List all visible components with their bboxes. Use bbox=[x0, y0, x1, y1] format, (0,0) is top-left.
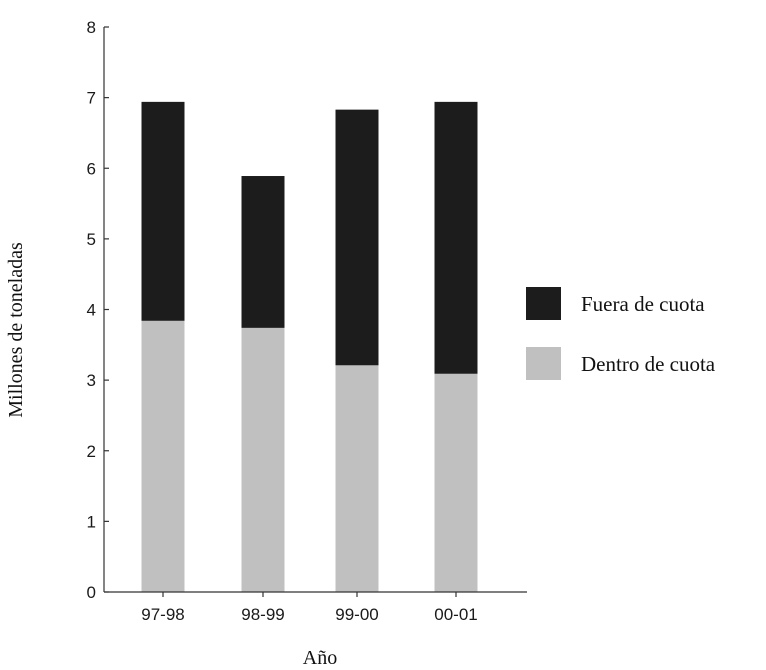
legend-label: Dentro de cuota bbox=[581, 352, 716, 376]
bar-fuera-98-99 bbox=[241, 176, 285, 328]
legend-swatch bbox=[526, 287, 561, 320]
x-tick-label-99-00: 99-00 bbox=[335, 605, 378, 624]
x-tick-label-98-99: 98-99 bbox=[241, 605, 284, 624]
legend: Fuera de cuota Dentro de cuota bbox=[526, 287, 716, 380]
x-tick-label-97-98: 97-98 bbox=[141, 605, 184, 624]
bars-layer bbox=[141, 101, 478, 592]
x-tick-label-00-01: 00-01 bbox=[434, 605, 477, 624]
y-tick-label: 6 bbox=[87, 159, 96, 178]
y-tick-label: 2 bbox=[87, 442, 96, 461]
bar-fuera-97-98 bbox=[141, 101, 185, 321]
bar-dentro-00-01 bbox=[434, 373, 478, 592]
y-axis-title: Millones de toneladas bbox=[5, 242, 27, 418]
y-tick-label: 1 bbox=[87, 512, 96, 531]
bar-dentro-97-98 bbox=[141, 320, 185, 592]
y-tick-label: 0 bbox=[87, 583, 96, 602]
legend-label: Fuera de cuota bbox=[581, 292, 705, 316]
y-tick-label: 7 bbox=[87, 89, 96, 108]
x-axis-title: Año bbox=[303, 647, 337, 669]
y-tick-label: 8 bbox=[87, 18, 96, 37]
y-tick-label: 4 bbox=[87, 301, 96, 320]
y-tick-label: 5 bbox=[87, 230, 96, 249]
legend-swatch bbox=[526, 347, 561, 380]
y-ticks: 0 1 2 3 4 5 6 7 8 bbox=[87, 18, 109, 602]
bar-fuera-00-01 bbox=[434, 101, 478, 374]
y-tick-label: 3 bbox=[87, 371, 96, 390]
bar-dentro-99-00 bbox=[335, 365, 379, 592]
bar-fuera-99-00 bbox=[335, 109, 379, 366]
bar-dentro-98-99 bbox=[241, 327, 285, 592]
x-ticks: 97-98 98-99 99-00 00-01 bbox=[141, 592, 478, 624]
